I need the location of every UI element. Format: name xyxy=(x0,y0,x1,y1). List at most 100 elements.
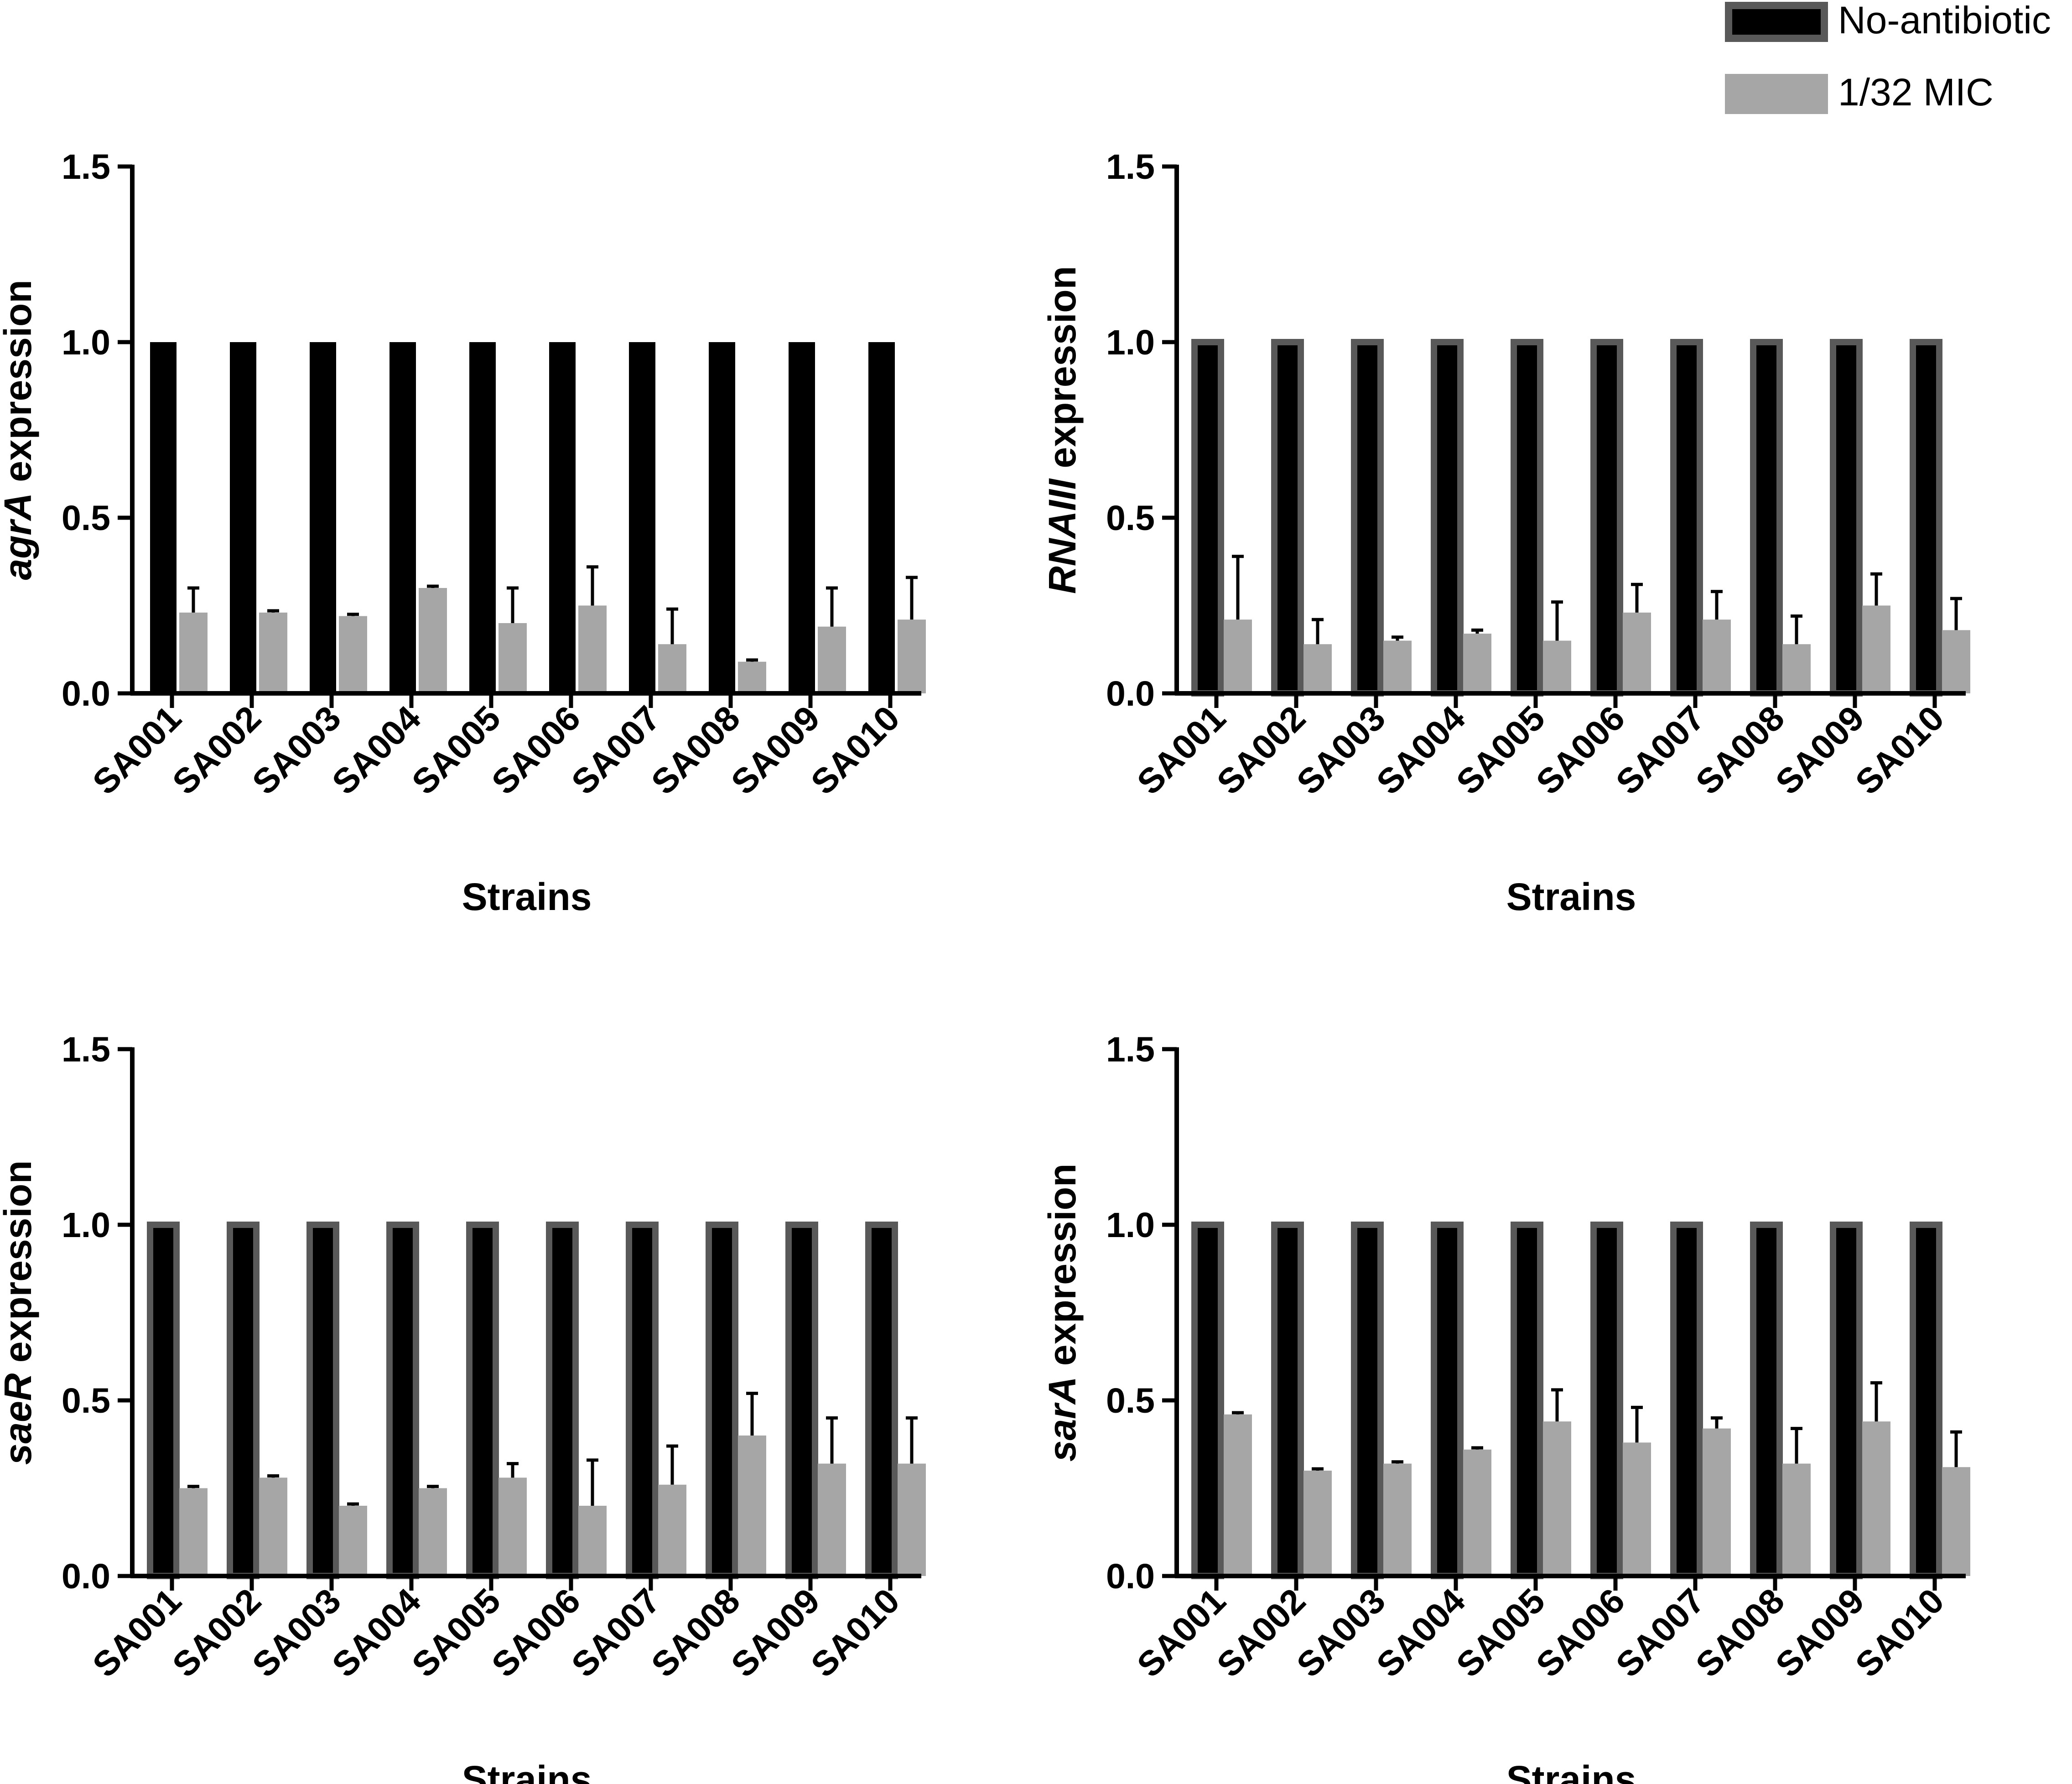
bar-mic-SA006 xyxy=(578,605,607,693)
bar-no-antibiotic-SA010 xyxy=(1910,1222,1942,1579)
bar-no-antibiotic-SA008 xyxy=(709,342,735,693)
bar-no-antibiotic-SA010 xyxy=(865,1222,898,1579)
x-tick-label-SA005: SA005 xyxy=(1449,1581,1553,1685)
bar-mic-SA004 xyxy=(419,588,447,693)
legend-swatch-2 xyxy=(1725,74,1828,114)
x-tick-label-SA004: SA004 xyxy=(325,1581,428,1685)
bar-mic-SA003 xyxy=(1383,1463,1412,1576)
chart-panel-sarA: 0.00.51.01.5SA001SA002SA003SA004SA005SA0… xyxy=(1041,1030,1970,1784)
y-tick-label: 0.5 xyxy=(1106,1381,1155,1420)
bar-no-antibiotic-SA003 xyxy=(306,1222,339,1579)
bar-mic-SA009 xyxy=(1862,605,1890,693)
y-axis-title-gene: sarA xyxy=(1041,1377,1084,1462)
bar-mic-SA007 xyxy=(1703,619,1731,693)
bar-mic-SA005 xyxy=(499,1477,527,1576)
y-axis-title-gene: saeR xyxy=(0,1373,39,1465)
x-tick-label-SA001: SA001 xyxy=(85,1581,189,1685)
bar-mic-SA001 xyxy=(1224,1414,1252,1576)
x-axis-title: Strains xyxy=(1506,875,1636,918)
x-tick-label-SA008: SA008 xyxy=(644,1581,748,1685)
bar-no-antibiotic-SA010 xyxy=(868,342,895,693)
bar-no-antibiotic-SA001 xyxy=(147,1222,180,1579)
x-tick-label-SA010: SA010 xyxy=(1848,1581,1952,1685)
chart-panel-saeR: 0.00.51.01.5SA001SA002SA003SA004SA005SA0… xyxy=(0,1030,926,1784)
x-tick-label-SA009: SA009 xyxy=(1768,698,1872,802)
x-axis-title: Strains xyxy=(462,1758,592,1784)
x-tick-label-SA006: SA006 xyxy=(1529,698,1632,802)
bar-no-antibiotic-SA007 xyxy=(1670,339,1703,697)
bar-mic-SA003 xyxy=(1383,640,1412,693)
bar-mic-SA005 xyxy=(1543,1421,1571,1576)
x-tick-label-SA003: SA003 xyxy=(245,698,348,802)
x-tick-label-SA004: SA004 xyxy=(1369,698,1473,802)
y-tick-label: 1.5 xyxy=(62,1030,110,1069)
x-axis-title: Strains xyxy=(1506,1758,1636,1784)
y-axis-title-text: expression xyxy=(0,280,39,493)
bar-no-antibiotic-SA001 xyxy=(150,342,177,693)
bar-no-antibiotic-SA002 xyxy=(230,342,256,693)
bar-mic-SA007 xyxy=(658,644,686,693)
y-axis-title-gene: RNAIII xyxy=(1041,478,1084,594)
bar-mic-SA006 xyxy=(1623,1442,1651,1576)
x-tick-label-SA002: SA002 xyxy=(165,698,269,802)
legend-label-1: No-antibiotic xyxy=(1838,0,2051,42)
x-tick-label-SA003: SA003 xyxy=(1289,698,1393,802)
y-axis-title: sarA expression xyxy=(1041,1164,1084,1462)
bar-mic-SA010 xyxy=(898,619,926,693)
x-tick-label-SA001: SA001 xyxy=(1130,1581,1233,1685)
bar-mic-SA008 xyxy=(1782,644,1811,693)
y-axis-title-text: expression xyxy=(1041,1164,1084,1377)
bar-mic-SA007 xyxy=(658,1484,686,1576)
x-tick-label-SA005: SA005 xyxy=(405,1581,508,1685)
bar-mic-SA004 xyxy=(419,1488,447,1576)
bar-no-antibiotic-SA003 xyxy=(310,342,336,693)
bar-no-antibiotic-SA006 xyxy=(1590,1222,1623,1579)
bar-mic-SA010 xyxy=(898,1463,926,1576)
bar-no-antibiotic-SA003 xyxy=(1351,1222,1384,1579)
bar-mic-SA007 xyxy=(1703,1428,1731,1576)
bar-mic-SA001 xyxy=(1224,619,1252,693)
y-axis-title-text: expression xyxy=(1041,266,1084,479)
bar-no-antibiotic-SA007 xyxy=(626,1222,659,1579)
y-axis-title: saeR expression xyxy=(0,1160,39,1465)
y-tick-label: 1.0 xyxy=(62,323,110,362)
bar-mic-SA001 xyxy=(179,1488,208,1576)
y-tick-label: 1.0 xyxy=(1106,1206,1155,1245)
y-tick-label: 0.0 xyxy=(1106,1557,1155,1596)
x-tick-label-SA006: SA006 xyxy=(484,698,588,802)
bar-no-antibiotic-SA006 xyxy=(549,342,576,693)
legend-label-2: 1/32 MIC xyxy=(1838,71,1994,114)
bar-mic-SA004 xyxy=(1463,1449,1491,1576)
bar-no-antibiotic-SA002 xyxy=(227,1222,260,1579)
bar-no-antibiotic-SA003 xyxy=(1351,339,1384,697)
legend-swatch-1 xyxy=(1725,2,1828,42)
bar-mic-SA006 xyxy=(578,1506,607,1576)
y-axis-title-text: expression xyxy=(0,1160,39,1373)
bar-mic-SA006 xyxy=(1623,612,1651,693)
y-axis-title: RNAIII expression xyxy=(1041,266,1084,594)
bar-no-antibiotic-SA004 xyxy=(1431,339,1464,697)
x-tick-label-SA010: SA010 xyxy=(804,1581,907,1685)
bar-no-antibiotic-SA004 xyxy=(389,342,416,693)
bar-no-antibiotic-SA005 xyxy=(466,1222,499,1579)
x-tick-label-SA007: SA007 xyxy=(564,1581,668,1685)
x-tick-label-SA006: SA006 xyxy=(484,1581,588,1685)
bar-mic-SA001 xyxy=(179,612,208,693)
x-tick-label-SA006: SA006 xyxy=(1529,1581,1632,1685)
x-tick-label-SA007: SA007 xyxy=(564,698,668,802)
bar-no-antibiotic-SA006 xyxy=(546,1222,579,1579)
bar-no-antibiotic-SA004 xyxy=(386,1222,419,1579)
legend: No-antibiotic 1/32 MIC xyxy=(1725,0,2051,114)
y-tick-label: 0.5 xyxy=(1106,499,1155,538)
bar-mic-SA008 xyxy=(738,1436,766,1576)
bar-mic-SA010 xyxy=(1942,630,1970,693)
bar-no-antibiotic-SA005 xyxy=(1511,339,1543,697)
bar-mic-SA004 xyxy=(1463,634,1491,693)
bar-mic-SA002 xyxy=(259,612,287,693)
bar-mic-SA010 xyxy=(1942,1467,1970,1576)
y-axis-title-gene: agrA xyxy=(0,493,39,580)
y-tick-label: 1.0 xyxy=(1106,323,1155,362)
x-tick-label-SA010: SA010 xyxy=(1848,698,1952,802)
x-tick-label-SA003: SA003 xyxy=(1289,1581,1393,1685)
